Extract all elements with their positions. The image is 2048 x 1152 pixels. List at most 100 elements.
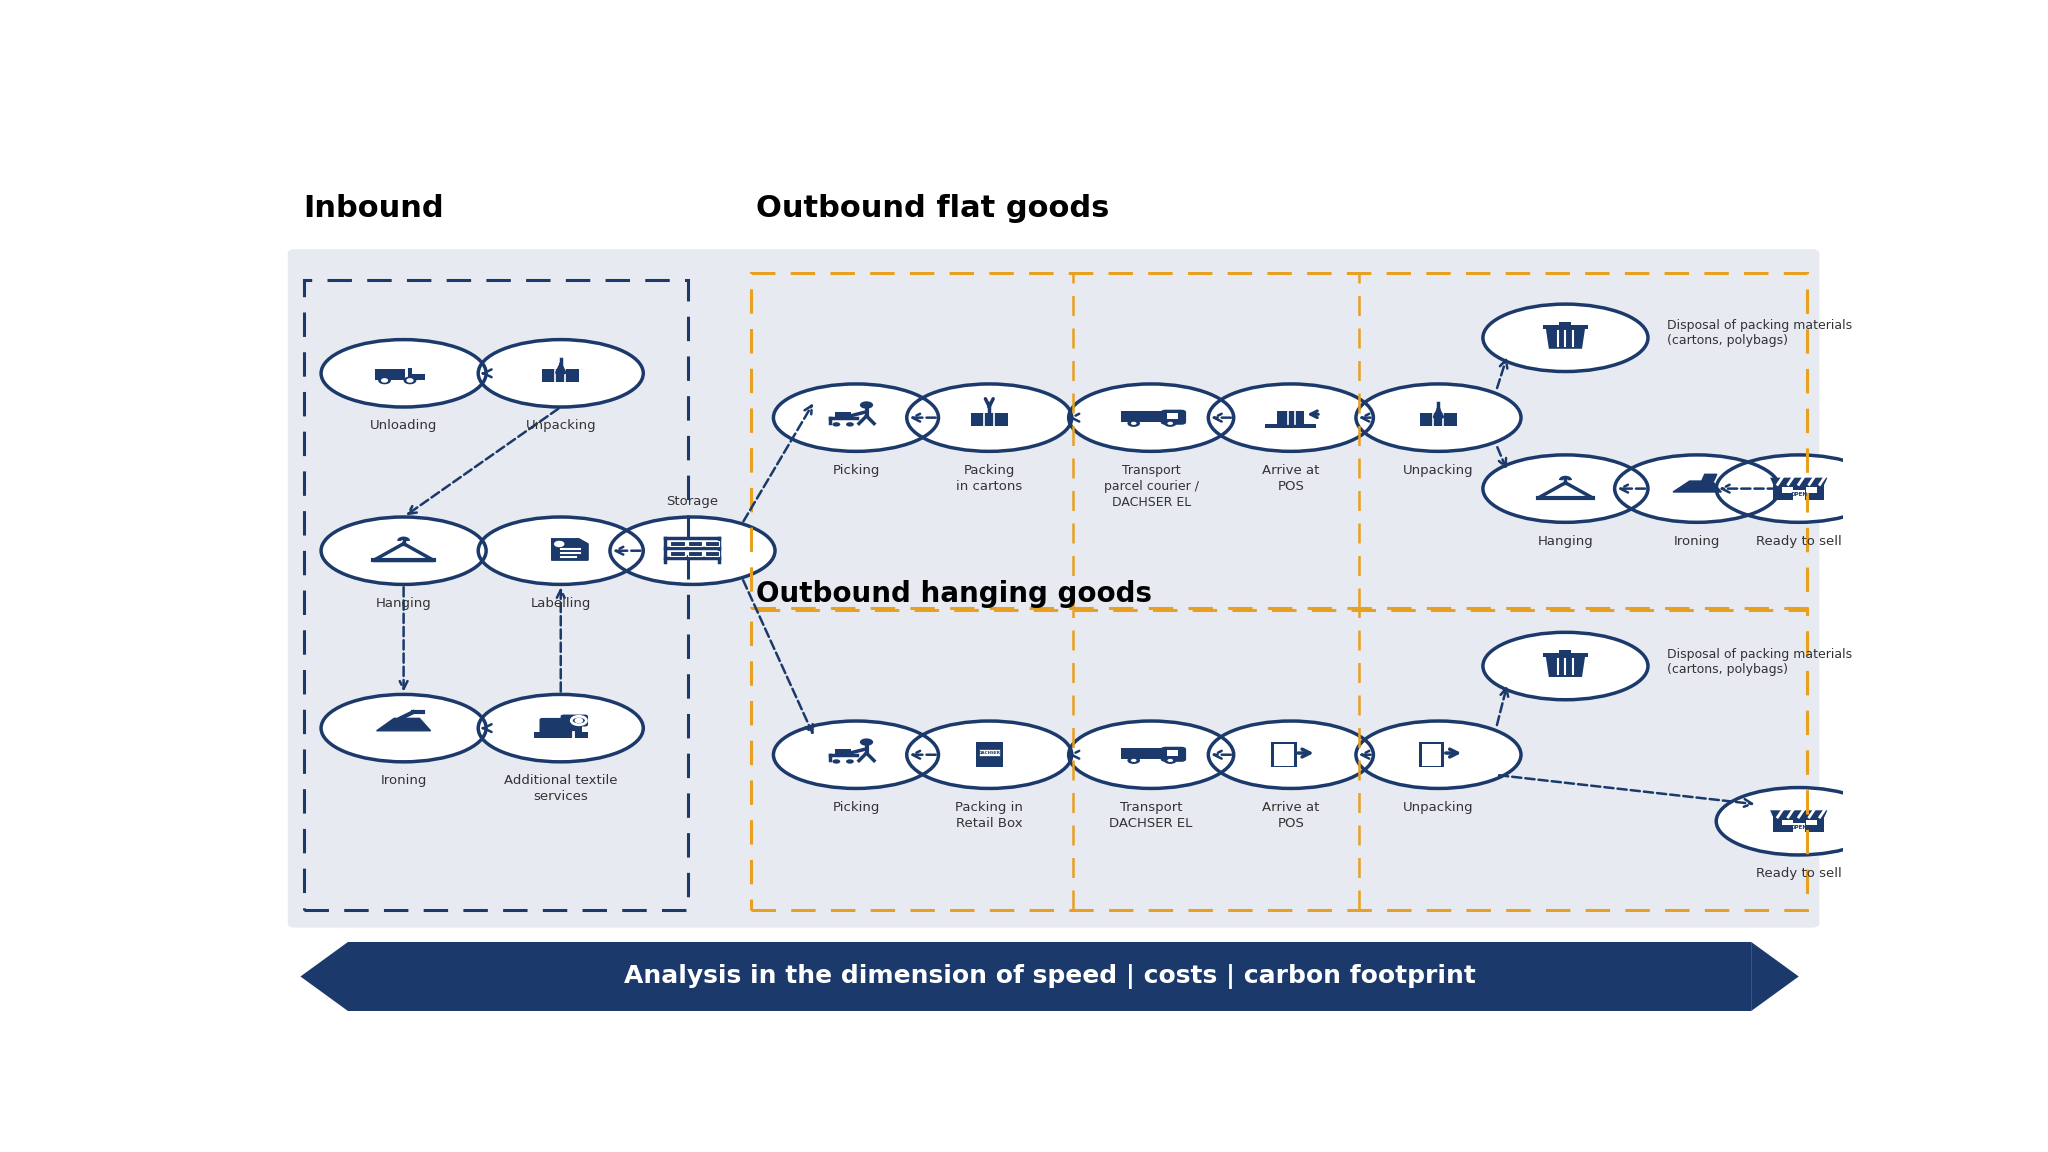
Ellipse shape <box>1483 455 1649 522</box>
FancyBboxPatch shape <box>1274 744 1294 766</box>
FancyBboxPatch shape <box>1421 744 1442 766</box>
Circle shape <box>403 377 416 384</box>
Text: Packing in
Retail Box: Packing in Retail Box <box>954 801 1024 829</box>
Polygon shape <box>301 942 348 1011</box>
Text: Analysis in the dimension of speed | costs | carbon footprint: Analysis in the dimension of speed | cos… <box>625 964 1475 990</box>
Text: Hanging: Hanging <box>1538 535 1593 547</box>
Circle shape <box>860 401 872 409</box>
Ellipse shape <box>322 340 485 407</box>
Circle shape <box>571 717 586 725</box>
Ellipse shape <box>322 695 485 761</box>
Text: Transport
DACHSER EL: Transport DACHSER EL <box>1110 801 1192 829</box>
Polygon shape <box>1702 475 1716 482</box>
Polygon shape <box>1751 942 1798 1011</box>
FancyBboxPatch shape <box>1806 819 1817 826</box>
FancyBboxPatch shape <box>1120 748 1165 759</box>
Polygon shape <box>377 719 430 730</box>
Ellipse shape <box>322 517 485 584</box>
Text: Unpacking: Unpacking <box>1403 801 1475 813</box>
FancyBboxPatch shape <box>1167 750 1178 756</box>
Text: Picking: Picking <box>831 801 881 813</box>
FancyBboxPatch shape <box>1806 487 1817 493</box>
Ellipse shape <box>479 517 643 584</box>
Ellipse shape <box>907 384 1071 452</box>
FancyBboxPatch shape <box>1419 412 1456 426</box>
Circle shape <box>555 541 563 546</box>
Text: Outbound hanging goods: Outbound hanging goods <box>756 581 1151 608</box>
FancyBboxPatch shape <box>412 367 424 374</box>
Text: Inbound: Inbound <box>303 194 444 222</box>
Circle shape <box>401 735 406 737</box>
Ellipse shape <box>1356 721 1522 788</box>
Circle shape <box>381 379 387 382</box>
Text: Picking: Picking <box>831 464 881 477</box>
Text: Ironing: Ironing <box>381 774 426 787</box>
Circle shape <box>1694 495 1698 498</box>
Ellipse shape <box>1208 384 1374 452</box>
Bar <box>752 611 1806 910</box>
Ellipse shape <box>1069 384 1233 452</box>
Ellipse shape <box>1716 788 1882 855</box>
Ellipse shape <box>1483 632 1649 699</box>
Text: Additional textile
services: Additional textile services <box>504 774 618 803</box>
FancyBboxPatch shape <box>1419 742 1444 767</box>
Text: Ironing: Ironing <box>1673 535 1720 547</box>
FancyBboxPatch shape <box>1161 410 1186 425</box>
Text: OPEN: OPEN <box>1790 825 1806 829</box>
FancyBboxPatch shape <box>1278 411 1305 424</box>
FancyBboxPatch shape <box>836 411 852 418</box>
FancyBboxPatch shape <box>1161 746 1186 761</box>
Polygon shape <box>1769 810 1827 817</box>
FancyBboxPatch shape <box>971 412 1008 426</box>
Text: Arrive at
POS: Arrive at POS <box>1262 801 1319 829</box>
FancyBboxPatch shape <box>535 733 588 738</box>
Text: Outbound flat goods: Outbound flat goods <box>756 194 1110 222</box>
Text: Ready to sell: Ready to sell <box>1755 535 1841 547</box>
Ellipse shape <box>774 721 938 788</box>
FancyBboxPatch shape <box>1774 817 1825 832</box>
Ellipse shape <box>479 695 643 761</box>
Text: DACHSER: DACHSER <box>979 751 999 755</box>
FancyBboxPatch shape <box>979 749 999 757</box>
FancyBboxPatch shape <box>1542 325 1587 328</box>
Text: Disposal of packing materials
(cartons, polybags): Disposal of packing materials (cartons, … <box>1667 319 1851 348</box>
Circle shape <box>831 423 840 426</box>
Text: Unpacking: Unpacking <box>526 419 596 432</box>
FancyBboxPatch shape <box>408 367 426 380</box>
Ellipse shape <box>1208 721 1374 788</box>
FancyBboxPatch shape <box>1266 424 1317 427</box>
FancyBboxPatch shape <box>670 551 684 556</box>
Circle shape <box>831 759 840 764</box>
FancyBboxPatch shape <box>705 541 719 546</box>
Circle shape <box>410 735 416 737</box>
Ellipse shape <box>1716 455 1882 522</box>
FancyBboxPatch shape <box>1782 487 1792 493</box>
FancyBboxPatch shape <box>375 369 406 380</box>
Circle shape <box>1167 759 1174 761</box>
Ellipse shape <box>1614 455 1780 522</box>
FancyBboxPatch shape <box>1120 410 1165 422</box>
FancyBboxPatch shape <box>1559 321 1571 325</box>
Circle shape <box>575 719 582 722</box>
FancyBboxPatch shape <box>688 541 702 546</box>
FancyBboxPatch shape <box>1272 742 1296 767</box>
FancyBboxPatch shape <box>287 249 1819 927</box>
Ellipse shape <box>610 517 774 584</box>
FancyBboxPatch shape <box>561 714 588 727</box>
Circle shape <box>1163 419 1176 427</box>
FancyBboxPatch shape <box>705 551 719 556</box>
Text: Unpacking: Unpacking <box>1403 464 1475 477</box>
Ellipse shape <box>1483 304 1649 372</box>
FancyBboxPatch shape <box>1792 491 1804 500</box>
Text: Unloading: Unloading <box>371 419 438 432</box>
Circle shape <box>379 377 391 384</box>
Ellipse shape <box>1069 721 1233 788</box>
Circle shape <box>1130 759 1137 761</box>
Text: Arrive at
POS: Arrive at POS <box>1262 464 1319 493</box>
Circle shape <box>1126 757 1141 764</box>
Ellipse shape <box>1356 384 1522 452</box>
FancyBboxPatch shape <box>688 551 702 556</box>
FancyBboxPatch shape <box>1559 650 1571 653</box>
Text: Packing
in cartons: Packing in cartons <box>956 464 1022 493</box>
Bar <box>303 280 688 910</box>
